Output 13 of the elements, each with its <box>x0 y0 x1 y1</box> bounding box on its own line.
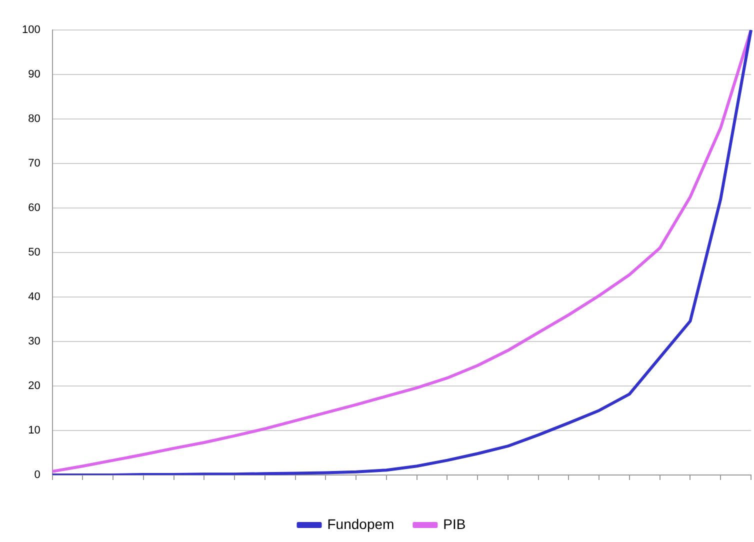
legend-label: PIB <box>443 516 466 532</box>
y-tick-label: 20 <box>28 380 40 392</box>
y-tick-label: 10 <box>28 424 40 437</box>
y-tick-label: 30 <box>28 336 40 348</box>
y-tick-label: 60 <box>28 202 40 214</box>
y-tick-label: 80 <box>28 113 40 126</box>
legend-label: Fundopem <box>327 516 394 532</box>
y-tick-label: 50 <box>28 246 40 259</box>
y-tick-label: 40 <box>28 291 40 304</box>
y-tick-label: 90 <box>28 68 40 81</box>
y-tick-label: 70 <box>28 158 40 170</box>
y-tick-label: 100 <box>22 24 40 36</box>
y-tick-label: 0 <box>34 469 40 482</box>
